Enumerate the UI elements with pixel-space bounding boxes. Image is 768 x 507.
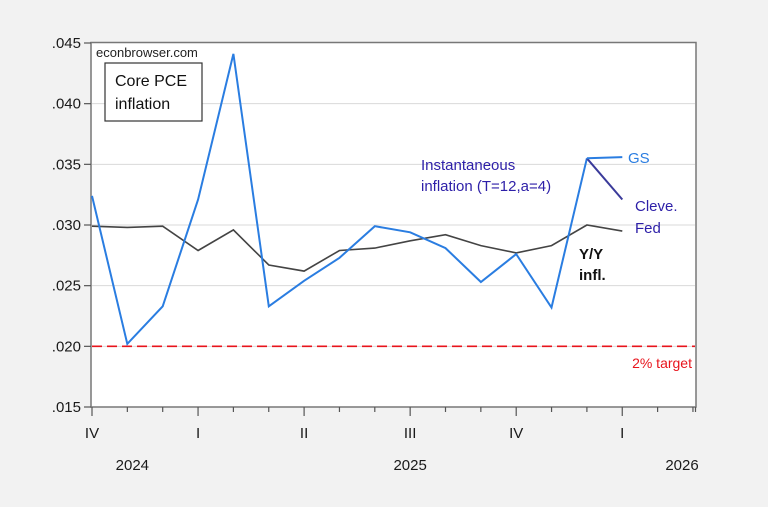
series-line-instantaneous-inflation-t-12-a-4- (91, 53, 588, 346)
x-quarter-label: I (196, 425, 200, 442)
series-line-gs (586, 156, 623, 160)
series-line-y-y-infl- (91, 224, 623, 272)
x-quarter-label: IV (85, 425, 99, 442)
data-series (91, 53, 624, 346)
x-quarter-label: II (300, 425, 308, 442)
target-label: 2% target (632, 355, 692, 371)
y-tick-label: .020 (52, 338, 81, 355)
title-box (104, 62, 203, 122)
y-tick-label: .035 (52, 156, 81, 173)
y-tick-label: .015 (52, 399, 81, 416)
instantaneous-label-line1: Instantaneous (421, 157, 515, 174)
cleve-fed-label-line1: Cleve. (635, 198, 678, 215)
watermark: econbrowser.com (96, 45, 198, 60)
x-quarter-label: I (620, 425, 624, 442)
gs-label: GS (628, 150, 650, 167)
cleve-fed-label-line2: Fed (635, 220, 661, 237)
chart-title-line2: inflation (115, 96, 170, 113)
yy-label-line1: Y/Y (579, 246, 603, 263)
y-axis: .015 .020 .025 .030 .035 .040 .045 (52, 35, 91, 416)
x-year-label: 2026 (665, 457, 698, 474)
chart-title-line1: Core PCE (115, 73, 187, 90)
x-quarter-label: IV (509, 425, 523, 442)
y-tick-label: .025 (52, 278, 81, 295)
instantaneous-label-line2: inflation (T=12,a=4) (421, 178, 551, 195)
series-line-cleve-fed (586, 157, 624, 201)
x-quarter-label: III (404, 425, 417, 442)
y-tick-label: .040 (52, 96, 81, 113)
y-tick-label: .045 (52, 35, 81, 52)
x-year-label: 2024 (116, 457, 149, 474)
y-tick-label: .030 (52, 217, 81, 234)
x-year-label: 2025 (393, 457, 426, 474)
yy-label-line2: infl. (579, 267, 606, 284)
